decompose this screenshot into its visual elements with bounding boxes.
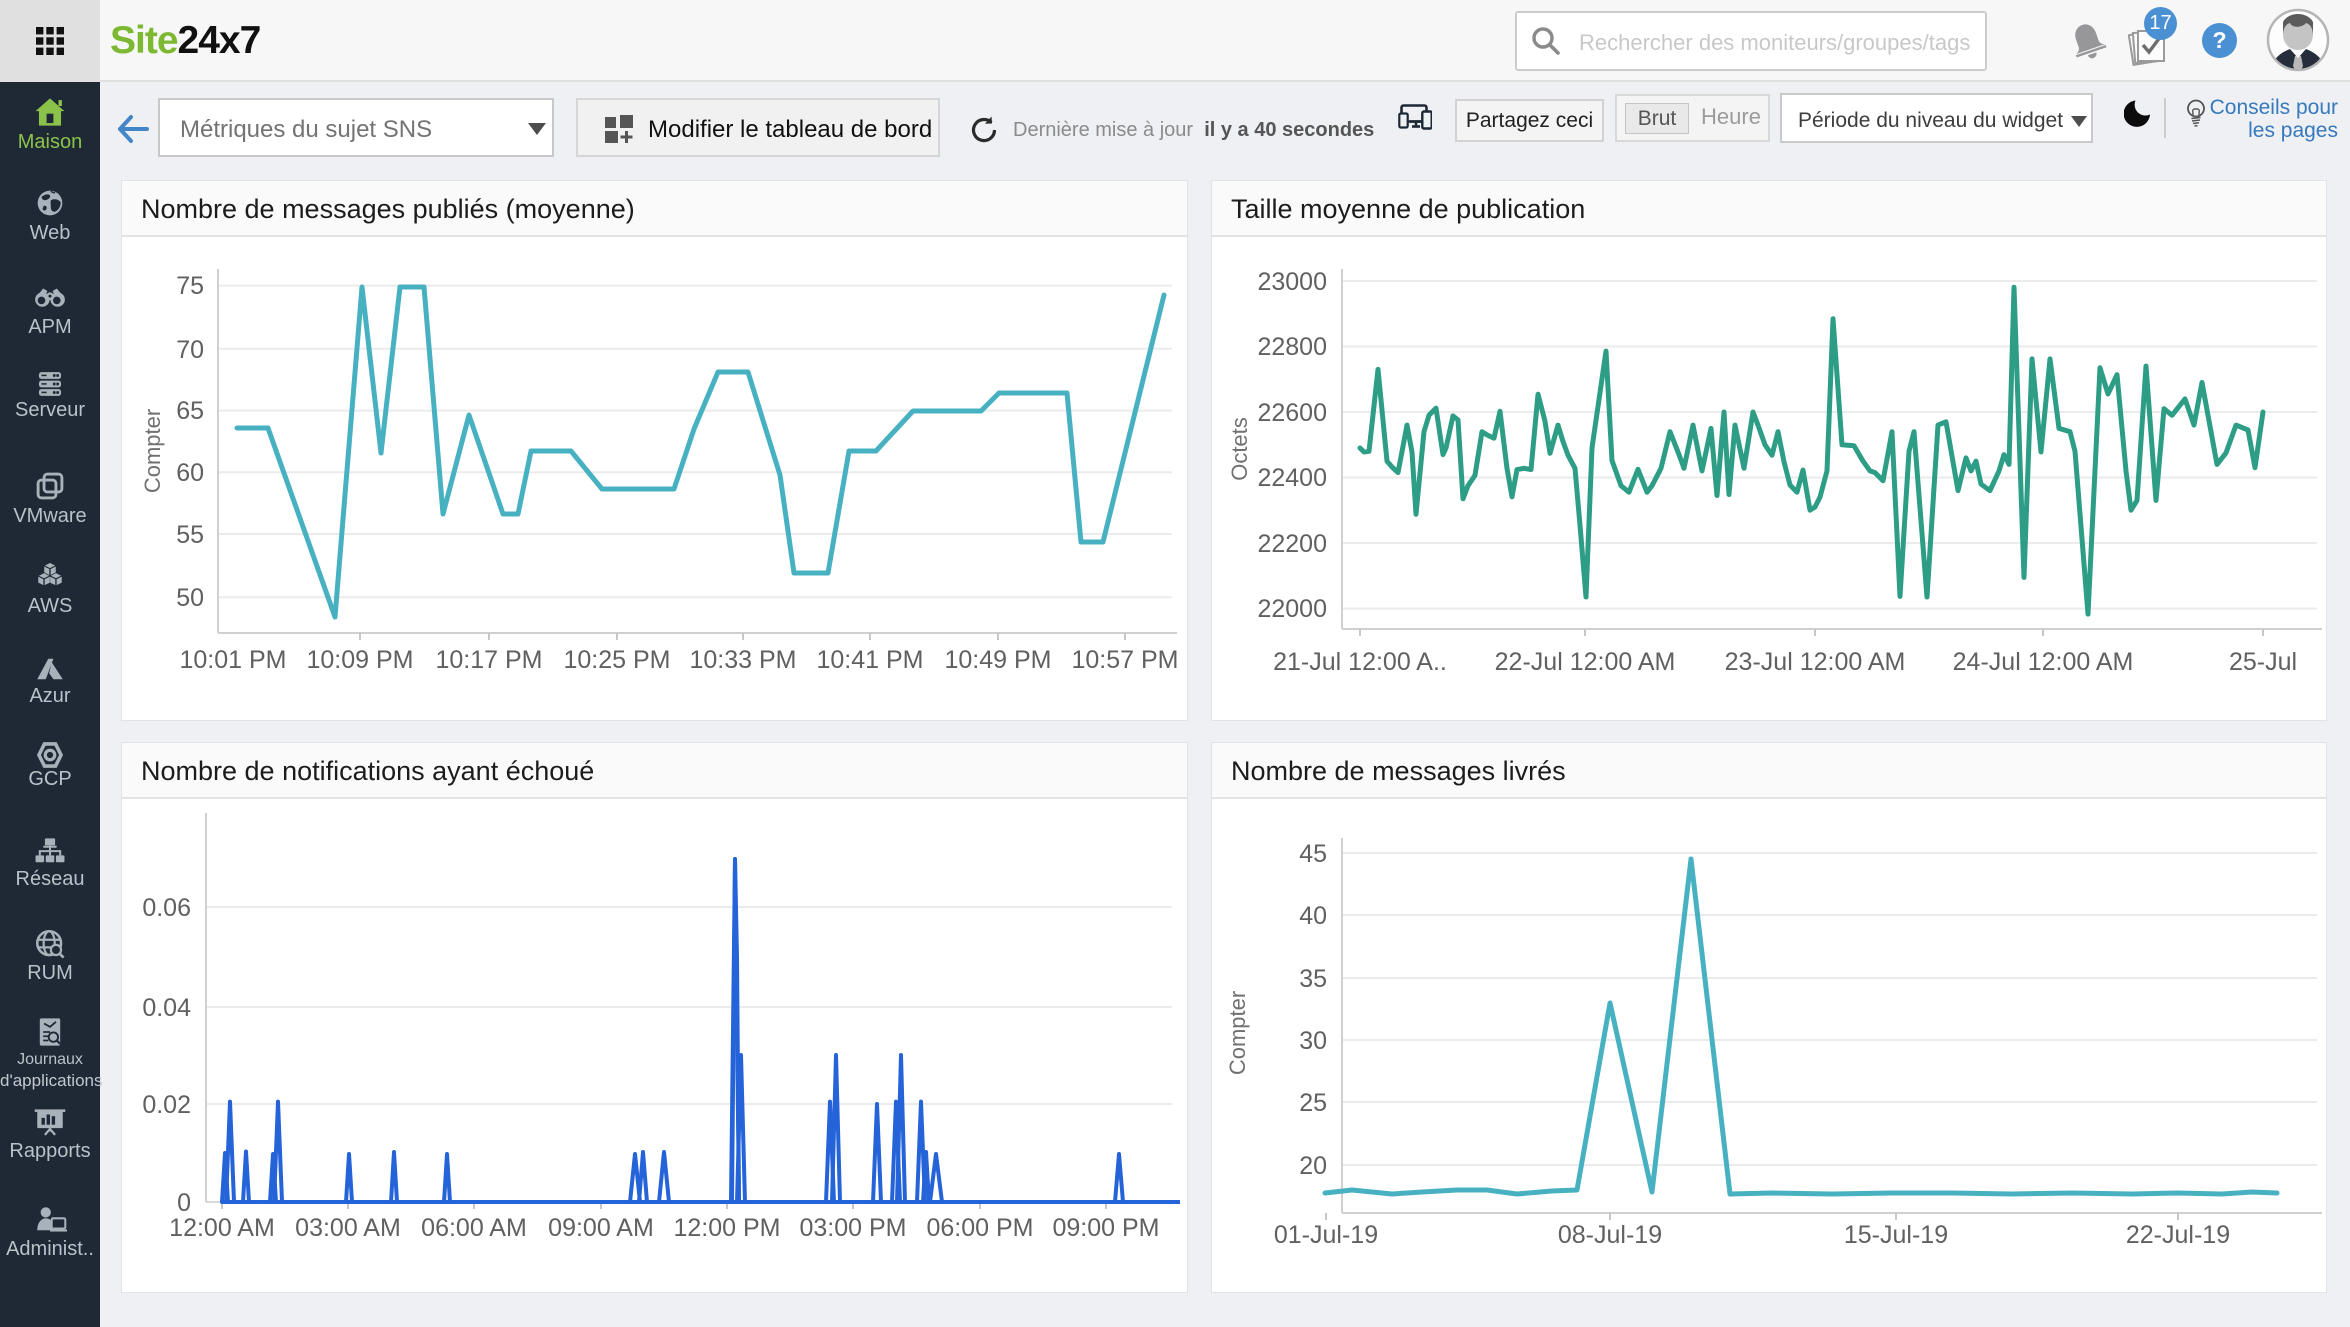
svg-text:12:00 AM: 12:00 AM [169, 1214, 275, 1242]
svg-text:25-Jul: 25-Jul [2229, 648, 2297, 676]
svg-text:0: 0 [177, 1189, 191, 1217]
svg-text:0.02: 0.02 [142, 1091, 191, 1119]
svg-text:10:01 PM: 10:01 PM [179, 646, 286, 674]
svg-text:10:57 PM: 10:57 PM [1071, 646, 1178, 674]
svg-text:20: 20 [1299, 1152, 1327, 1180]
svg-text:Compter: Compter [1225, 991, 1250, 1075]
svg-text:10:09 PM: 10:09 PM [306, 646, 413, 674]
svg-text:0.04: 0.04 [142, 994, 191, 1022]
svg-text:40: 40 [1299, 902, 1327, 930]
svg-text:22600: 22600 [1257, 399, 1327, 427]
svg-text:45: 45 [1299, 840, 1327, 868]
svg-text:10:41 PM: 10:41 PM [816, 646, 923, 674]
svg-text:23-Jul 12:00 AM: 23-Jul 12:00 AM [1725, 648, 1906, 676]
svg-text:22000: 22000 [1257, 595, 1327, 623]
svg-text:06:00 AM: 06:00 AM [421, 1214, 527, 1242]
svg-text:03:00 AM: 03:00 AM [295, 1214, 401, 1242]
svg-text:22-Jul-19: 22-Jul-19 [2126, 1221, 2230, 1249]
svg-text:65: 65 [176, 397, 204, 425]
svg-text:60: 60 [176, 459, 204, 487]
svg-text:03:00 PM: 03:00 PM [799, 1214, 906, 1242]
svg-text:12:00 PM: 12:00 PM [673, 1214, 780, 1242]
svg-text:01-Jul-19: 01-Jul-19 [1274, 1221, 1378, 1249]
svg-text:10:25 PM: 10:25 PM [563, 646, 670, 674]
svg-text:08-Jul-19: 08-Jul-19 [1558, 1221, 1662, 1249]
svg-text:10:17 PM: 10:17 PM [435, 646, 542, 674]
svg-text:21-Jul 12:00 A..: 21-Jul 12:00 A.. [1273, 648, 1447, 676]
svg-text:22800: 22800 [1257, 333, 1327, 361]
svg-text:35: 35 [1299, 965, 1327, 993]
svg-text:06:00 PM: 06:00 PM [926, 1214, 1033, 1242]
svg-text:15-Jul-19: 15-Jul-19 [1844, 1221, 1948, 1249]
svg-text:55: 55 [176, 521, 204, 549]
svg-text:09:00 AM: 09:00 AM [548, 1214, 654, 1242]
svg-text:70: 70 [176, 336, 204, 364]
svg-text:23000: 23000 [1257, 268, 1327, 296]
svg-text:Octets: Octets [1227, 417, 1252, 481]
svg-text:24-Jul 12:00 AM: 24-Jul 12:00 AM [1953, 648, 2134, 676]
svg-text:10:33 PM: 10:33 PM [689, 646, 796, 674]
svg-text:0.06: 0.06 [142, 894, 191, 922]
svg-text:09:00 PM: 09:00 PM [1052, 1214, 1159, 1242]
svg-text:10:49 PM: 10:49 PM [944, 646, 1051, 674]
svg-text:22400: 22400 [1257, 464, 1327, 492]
svg-text:22200: 22200 [1257, 530, 1327, 558]
svg-text:22-Jul 12:00 AM: 22-Jul 12:00 AM [1495, 648, 1676, 676]
svg-text:30: 30 [1299, 1027, 1327, 1055]
svg-text:50: 50 [176, 584, 204, 612]
svg-text:75: 75 [176, 272, 204, 300]
svg-text:Compter: Compter [140, 409, 165, 493]
svg-text:25: 25 [1299, 1089, 1327, 1117]
